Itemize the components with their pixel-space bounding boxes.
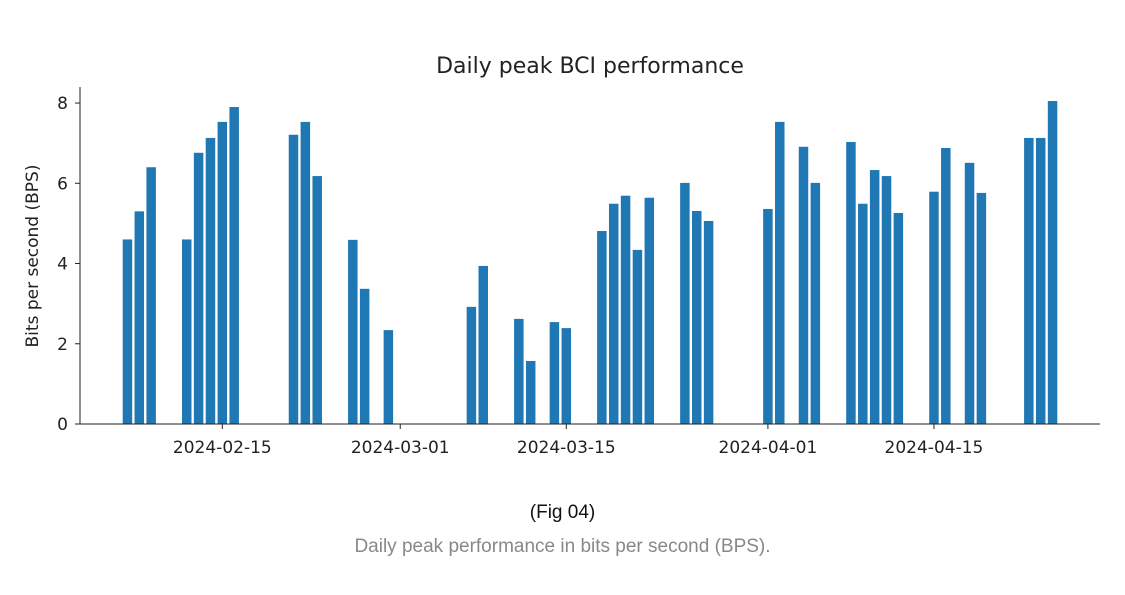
bar-chart: Daily peak BCI performance Bits per seco… xyxy=(23,54,1100,458)
bar-2024-04-16 xyxy=(941,147,951,424)
x-tick-label: 2024-02-15 xyxy=(173,438,272,458)
bar-2024-04-10 xyxy=(869,170,880,424)
x-tick-label: 2024-04-15 xyxy=(885,438,984,458)
bar-2024-04-04 xyxy=(798,146,809,424)
bar-2024-03-22 xyxy=(644,197,655,424)
bar-2024-02-29 xyxy=(383,330,394,424)
bar-2024-03-25 xyxy=(680,182,690,424)
bar-2024-04-18 xyxy=(964,162,975,424)
bar-2024-04-02 xyxy=(775,121,785,425)
bar-2024-03-08 xyxy=(478,265,488,424)
bar-2024-02-12 xyxy=(182,239,192,424)
bar-2024-03-14 xyxy=(549,322,560,424)
x-tick-label: 2024-03-15 xyxy=(517,438,616,458)
bar-2024-03-18 xyxy=(597,231,607,424)
bar-2024-02-27 xyxy=(359,288,370,424)
bar-2024-02-07 xyxy=(122,239,133,424)
y-tick-label: 8 xyxy=(57,94,68,114)
bar-2024-02-26 xyxy=(348,239,358,424)
y-tick-label: 2 xyxy=(57,335,68,355)
bar-2024-03-21 xyxy=(632,249,643,424)
bar-2024-04-08 xyxy=(846,141,856,425)
bar-2024-02-22 xyxy=(300,121,311,425)
bar-2024-04-15 xyxy=(929,191,939,424)
bar-2024-02-08 xyxy=(134,211,145,424)
bar-2024-03-15 xyxy=(561,328,572,424)
bar-2024-03-07 xyxy=(466,306,477,424)
y-axis-label: Bits per second (BPS) xyxy=(23,165,43,348)
bar-2024-02-14 xyxy=(205,137,216,425)
figure-caption: Daily peak performance in bits per secon… xyxy=(354,536,771,557)
bar-2024-03-19 xyxy=(608,203,619,424)
bar-2024-04-01 xyxy=(763,208,773,424)
bar-2024-02-16 xyxy=(229,107,239,425)
bar-2024-04-25 xyxy=(1047,101,1058,425)
bar-2024-03-26 xyxy=(692,210,702,424)
y-tick-label: 4 xyxy=(57,255,68,275)
bar-2024-02-21 xyxy=(288,134,299,424)
bar-2024-02-09 xyxy=(146,167,156,424)
y-tick-label: 0 xyxy=(57,415,68,435)
bar-2024-02-23 xyxy=(312,176,322,424)
bar-2024-04-11 xyxy=(881,176,892,424)
bar-2024-03-27 xyxy=(703,220,714,424)
x-tick-label: 2024-04-01 xyxy=(719,438,818,458)
bar-2024-04-05 xyxy=(810,182,821,424)
bar-2024-04-24 xyxy=(1035,137,1046,425)
bar-2024-03-12 xyxy=(525,361,536,424)
bar-2024-04-23 xyxy=(1024,137,1034,425)
x-tick-label: 2024-03-01 xyxy=(351,438,450,458)
bar-2024-03-20 xyxy=(620,195,631,424)
bar-2024-04-19 xyxy=(976,192,987,424)
bar-2024-02-13 xyxy=(193,152,204,425)
bar-2024-03-11 xyxy=(514,318,524,424)
bar-2024-04-12 xyxy=(893,212,904,424)
bar-2024-04-09 xyxy=(858,203,868,424)
y-tick-label: 6 xyxy=(57,174,68,194)
figure-label: (Fig 04) xyxy=(529,502,596,523)
chart-title: Daily peak BCI performance xyxy=(436,54,744,79)
bar-2024-02-15 xyxy=(217,121,228,425)
